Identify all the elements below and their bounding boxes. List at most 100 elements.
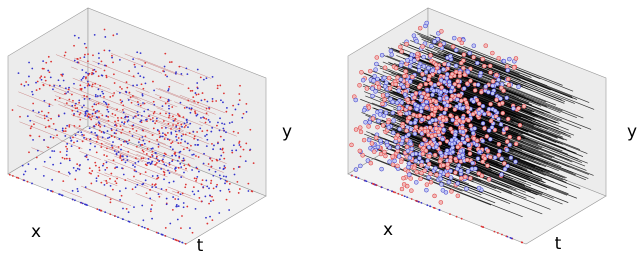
- point: [193, 137, 196, 140]
- point: [366, 124, 371, 129]
- point: [47, 111, 50, 114]
- point: [497, 148, 502, 154]
- point: [442, 61, 447, 67]
- point: [76, 188, 79, 190]
- point: [145, 153, 148, 155]
- point: [194, 110, 196, 113]
- point: [77, 36, 80, 39]
- point: [74, 134, 77, 137]
- point: [360, 77, 366, 83]
- point: [106, 166, 108, 169]
- point: [396, 88, 401, 93]
- trajectory: [137, 126, 181, 144]
- point: [196, 87, 199, 90]
- point: [30, 125, 33, 128]
- point: [496, 116, 501, 122]
- point: [394, 100, 400, 106]
- point: [237, 103, 240, 106]
- point: [60, 73, 63, 76]
- point: [79, 201, 82, 204]
- point: [8, 173, 11, 176]
- point: [490, 83, 495, 89]
- point: [505, 163, 510, 169]
- point: [460, 115, 466, 121]
- point: [40, 110, 43, 113]
- trajectory: [71, 66, 78, 70]
- point: [409, 146, 415, 152]
- point: [121, 121, 123, 124]
- point: [144, 163, 147, 166]
- point: [496, 232, 499, 234]
- trajectory: [113, 121, 133, 130]
- point: [455, 97, 460, 102]
- point: [120, 117, 123, 119]
- point: [453, 170, 458, 175]
- point: [62, 79, 65, 82]
- point: [221, 148, 224, 151]
- point: [68, 86, 70, 89]
- point: [237, 192, 240, 194]
- trajectory: [17, 105, 52, 120]
- point: [88, 116, 91, 119]
- point: [227, 188, 230, 191]
- point: [86, 80, 89, 83]
- point: [43, 139, 45, 141]
- point: [84, 112, 87, 115]
- point: [434, 172, 439, 177]
- trajectory: [55, 95, 103, 115]
- point: [422, 76, 427, 81]
- point: [175, 133, 178, 136]
- point: [105, 182, 108, 184]
- point: [29, 127, 32, 130]
- point: [113, 92, 116, 94]
- point: [194, 207, 197, 210]
- point: [164, 234, 167, 237]
- point: [106, 106, 109, 108]
- point: [184, 183, 187, 186]
- point: [120, 101, 123, 104]
- point: [200, 200, 203, 203]
- point: [466, 109, 471, 115]
- point: [68, 98, 71, 101]
- point: [446, 179, 452, 185]
- point: [467, 151, 473, 156]
- point: [506, 82, 512, 88]
- point: [114, 180, 117, 183]
- point: [501, 233, 503, 236]
- point: [61, 156, 64, 159]
- point: [73, 113, 76, 115]
- point: [157, 232, 160, 234]
- point: [155, 162, 158, 164]
- point: [29, 119, 32, 122]
- point: [94, 93, 97, 96]
- point: [412, 131, 418, 137]
- axis-label: y: [282, 122, 292, 142]
- point: [394, 191, 396, 194]
- point: [245, 142, 248, 145]
- point: [84, 186, 87, 189]
- point: [78, 168, 81, 171]
- point: [122, 158, 125, 161]
- point: [499, 156, 504, 162]
- point: [442, 110, 447, 116]
- point: [22, 173, 25, 176]
- point: [65, 157, 68, 160]
- point: [216, 124, 218, 127]
- point: [216, 84, 219, 87]
- point: [161, 233, 164, 236]
- point: [386, 75, 392, 81]
- point: [62, 180, 65, 183]
- point: [83, 42, 86, 45]
- point: [490, 50, 495, 56]
- point: [455, 144, 460, 150]
- trajectory: [410, 40, 562, 101]
- point: [465, 69, 471, 75]
- point: [438, 209, 441, 211]
- point: [418, 176, 423, 182]
- point: [43, 114, 46, 117]
- point: [71, 189, 74, 192]
- trajectory: [460, 84, 519, 108]
- point: [364, 86, 370, 91]
- point: [199, 76, 202, 79]
- point: [399, 49, 404, 54]
